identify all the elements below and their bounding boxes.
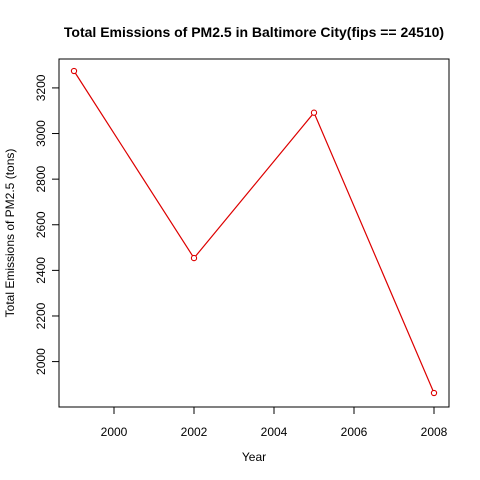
y-tick-label: 3200 [34,74,48,101]
x-tick-label: 2008 [421,425,448,439]
x-axis: 2000 2002 2004 2006 2008 [101,407,448,439]
x-tick-label: 2004 [261,425,288,439]
data-point [190,254,198,262]
plot-frame [58,58,450,408]
series-line [73,70,435,394]
data-point [70,67,78,75]
x-axis-label: Year [242,450,266,464]
x-tick-label: 2006 [341,425,368,439]
series-layer [70,67,438,397]
y-tick-label: 2400 [34,257,48,284]
y-tick-label: 3000 [34,120,48,147]
y-axis-label: Total Emissions of PM2.5 (tons) [3,149,17,318]
chart-title: Total Emissions of PM2.5 in Baltimore Ci… [64,24,444,40]
data-point [310,109,318,116]
y-tick-label: 2000 [34,348,48,375]
x-tick-label: 2000 [101,425,128,439]
y-tick-label: 2200 [34,302,48,329]
y-tick-label: 2800 [34,165,48,192]
y-tick-label: 2600 [34,211,48,238]
data-point [430,389,438,397]
x-tick-label: 2002 [181,425,208,439]
y-axis: 2000 2200 2400 2600 2800 3000 3200 [34,74,59,375]
